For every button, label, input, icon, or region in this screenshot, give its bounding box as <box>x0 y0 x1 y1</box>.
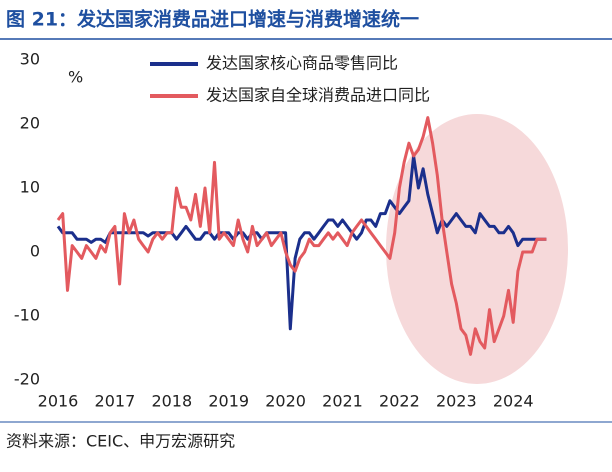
series-line <box>56 154 547 331</box>
x-tick-label: 2017 <box>95 392 136 411</box>
y-tick-label: -20 <box>14 370 40 389</box>
y-tick-label: 10 <box>20 178 40 197</box>
y-tick-label: 0 <box>30 242 40 261</box>
x-tick-label: 2020 <box>265 392 306 411</box>
series-line <box>56 116 547 356</box>
y-tick-label: 20 <box>20 114 40 133</box>
y-tick-label: 30 <box>20 50 40 69</box>
x-tick-label: 2016 <box>38 392 79 411</box>
legend-label: 发达国家核心商品零售同比 <box>206 54 398 73</box>
y-unit: % <box>68 68 83 87</box>
x-tick-label: 2022 <box>379 392 420 411</box>
x-tick-label: 2018 <box>151 392 192 411</box>
x-tick-label: 2019 <box>208 392 249 411</box>
y-tick-label: -10 <box>14 306 40 325</box>
source: 资料来源：CEIC、申万宏源研究 <box>6 432 235 451</box>
x-tick-label: 2021 <box>322 392 363 411</box>
x-tick-label: 2024 <box>493 392 534 411</box>
chart-title: 图 21：发达国家消费品进口增速与消费增速统一 <box>6 8 419 31</box>
x-tick-label: 2023 <box>436 392 477 411</box>
highlight-ellipse <box>386 114 568 384</box>
legend-label: 发达国家自全球消费品进口同比 <box>206 86 430 105</box>
